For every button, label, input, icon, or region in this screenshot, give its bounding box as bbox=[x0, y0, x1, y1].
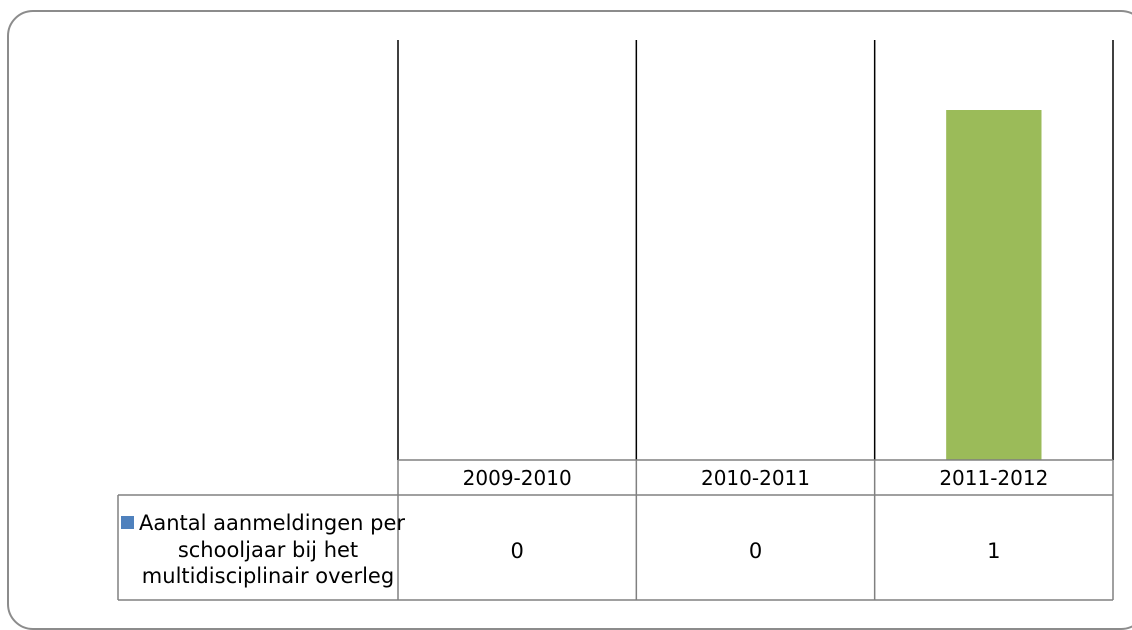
x-tick-label: 2010-2011 bbox=[701, 466, 810, 490]
legend-label-line-1: Aantal aanmeldingen per bbox=[139, 511, 405, 535]
x-tick-label: 2011-2012 bbox=[939, 466, 1048, 490]
bar-2011-2012 bbox=[946, 110, 1042, 460]
legend-label-line-2: schooljaar bij het bbox=[178, 538, 358, 562]
x-tick-label: 2009-2010 bbox=[463, 466, 572, 490]
legend-swatch bbox=[121, 516, 134, 529]
legend-label-line-3: multidisciplinair overleg bbox=[142, 564, 394, 588]
x-tick-labels: 2009-2010 2010-2011 2011-2012 bbox=[463, 466, 1049, 490]
bar-chart: 2009-2010 2010-2011 2011-2012 0 0 1 Aantal a… bbox=[117, 40, 1114, 601]
bars bbox=[946, 110, 1042, 460]
category-separators bbox=[397, 40, 1114, 460]
data-table-value: 0 bbox=[510, 539, 523, 563]
data-table-value: 1 bbox=[987, 539, 1000, 563]
legend: Aantal aanmeldingen per schooljaar bij h… bbox=[121, 511, 405, 588]
data-table-value: 0 bbox=[749, 539, 762, 563]
data-table-values: 0 0 1 bbox=[510, 539, 1000, 563]
data-table bbox=[117, 459, 1114, 601]
